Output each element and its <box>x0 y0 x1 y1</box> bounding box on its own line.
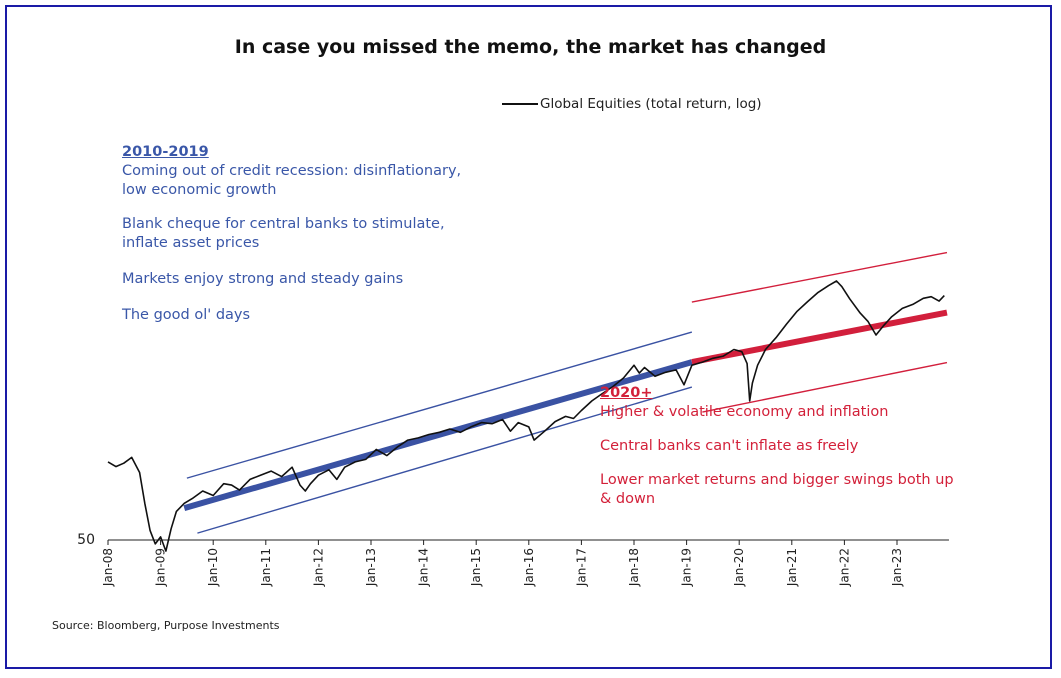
blue-channel-lower <box>197 386 693 534</box>
series-line-global-equities <box>107 280 945 552</box>
blue-channel-upper <box>186 331 693 479</box>
annotation-right-line1: Higher & volatile economy and inflation <box>600 404 889 420</box>
y-tick-label: 50 <box>77 532 95 548</box>
annotation-right-line2: Central banks can't inflate as freely <box>600 438 859 454</box>
x-tick-label: Jan-19 <box>680 548 694 587</box>
annotation-left-line3: Blank cheque for central banks to stimul… <box>122 216 445 232</box>
chart-legend: Global Equities (total return, log) <box>502 96 762 112</box>
x-tick-label: Jan-17 <box>574 548 588 587</box>
x-tick-label: Jan-14 <box>417 548 431 587</box>
annotation-left-line6: The good ol' days <box>122 307 251 323</box>
x-tick-label: Jan-08 <box>101 548 115 587</box>
annotation-left-line5: Markets enjoy strong and steady gains <box>122 271 404 287</box>
annotation-right-line3: Lower market returns and bigger swings b… <box>600 472 954 488</box>
source-note: Source: Bloomberg, Purpose Investments <box>52 619 280 632</box>
annotation-left-heading: 2010-2019 <box>122 144 209 160</box>
legend-label: Global Equities (total return, log) <box>540 96 762 112</box>
trend-lines <box>183 251 948 534</box>
annotation-2010-2019: 2010-2019 Coming out of credit recession… <box>122 143 461 325</box>
red-channel-upper <box>691 251 948 303</box>
x-tick-label: Jan-18 <box>627 548 641 587</box>
red-trend-line <box>691 309 948 366</box>
x-tick-label: Jan-22 <box>837 548 851 587</box>
x-tick-label: Jan-21 <box>785 548 799 587</box>
x-tick-label: Jan-11 <box>259 548 273 587</box>
x-tick-label: Jan-15 <box>469 548 483 587</box>
annotation-left-line4: inflate asset prices <box>122 235 260 251</box>
x-tick-label: Jan-23 <box>890 548 904 587</box>
legend-swatch <box>502 103 538 105</box>
x-tick-label: Jan-10 <box>206 548 220 587</box>
annotation-right-heading: 2020+ <box>600 385 653 401</box>
red-channel-lower <box>702 361 948 413</box>
x-axis: 50 Jan-08 Jan-09 Jan-10 Jan-11 Jan-12 Jan-13 Ja… <box>77 532 949 587</box>
chart-frame <box>5 5 1052 669</box>
x-tick-label: Jan-13 <box>364 548 378 587</box>
x-tick-label: Jan-09 <box>154 548 168 587</box>
annotation-2020: 2020+ Higher & volatile economy and infl… <box>600 384 954 509</box>
annotation-left-line2: low economic growth <box>122 182 277 198</box>
chart-title: In case you missed the memo, the market … <box>234 36 827 58</box>
annotation-right-line4: & down <box>600 491 656 507</box>
blue-trend-line <box>183 359 693 512</box>
x-tick-label: Jan-12 <box>311 548 325 587</box>
annotation-left-line1: Coming out of credit recession: disinfla… <box>122 163 462 179</box>
x-tick-label: Jan-20 <box>732 548 746 587</box>
series-layer <box>107 280 945 552</box>
x-tick-label: Jan-16 <box>522 548 536 587</box>
